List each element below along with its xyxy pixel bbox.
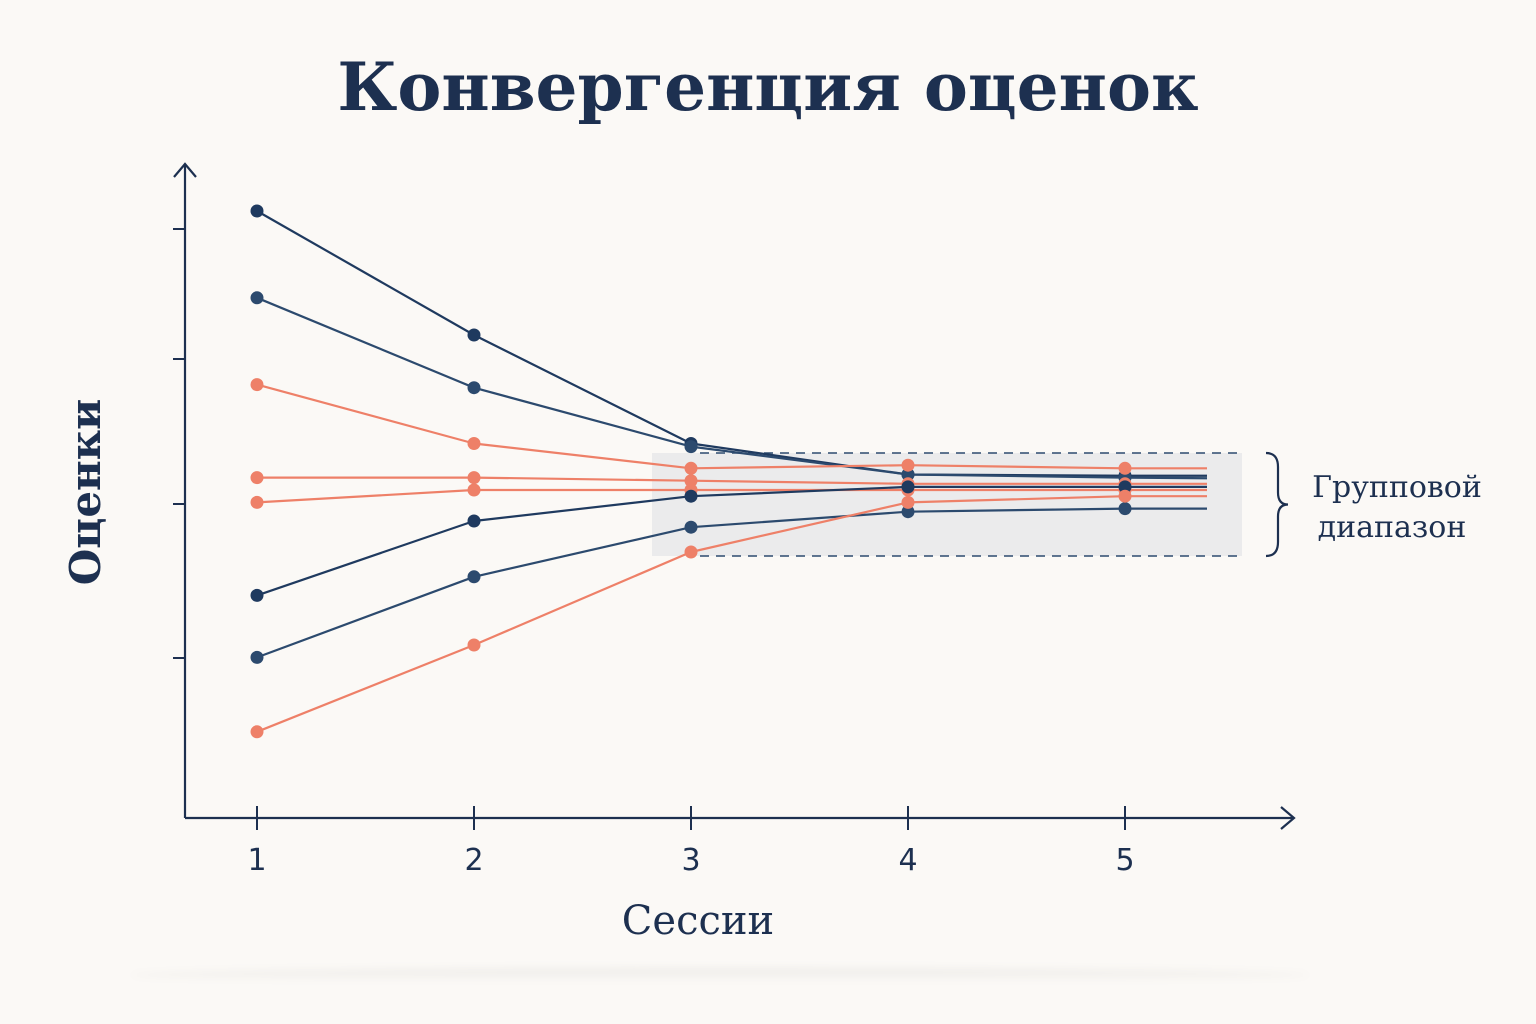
series-8-point-4: [901, 495, 915, 509]
series-4-point-1: [250, 495, 264, 509]
series-3-point-2: [467, 437, 481, 450]
series-line-5: [257, 476, 1207, 485]
series-6-point-3: [684, 489, 698, 503]
y-axis-title: Оценки: [61, 399, 110, 586]
series-4-point-2: [467, 483, 481, 497]
series-line-1: [256, 210, 1207, 477]
series-5-point-2: [467, 471, 481, 485]
page-shadow: [130, 968, 1310, 982]
series-6-point-4: [901, 480, 915, 494]
x-axis-arrow: [1280, 806, 1296, 830]
series-2-point-1: [250, 291, 264, 305]
band-brace: [1265, 451, 1289, 558]
series-5-point-1: [250, 471, 264, 485]
series-line-8: [256, 495, 1207, 733]
y-axis-arrow: [173, 162, 197, 178]
series-3-point-3: [684, 461, 698, 475]
x-axis-title: Сессии: [622, 898, 774, 944]
series-3-point-5: [1118, 461, 1132, 475]
series-1-point-2: [467, 328, 481, 342]
series-5-point-3: [684, 474, 698, 488]
series-7-point-2: [467, 570, 481, 584]
series-3-point-1: [250, 378, 264, 392]
x-tick-label-1: 1: [247, 843, 266, 878]
x-tick-label-5: 5: [1115, 843, 1134, 878]
series-line-3: [256, 383, 1207, 470]
series-8-point-5: [1118, 489, 1132, 503]
band-label-line1: Групповой: [1312, 470, 1482, 505]
series-line-6: [256, 485, 1207, 597]
series-6-point-2: [467, 514, 481, 528]
series-1-point-1: [250, 204, 264, 218]
series-6-point-1: [250, 588, 264, 602]
series-3-point-4: [901, 458, 915, 472]
x-tick-label-3: 3: [681, 843, 700, 878]
series-8-point-1: [250, 725, 264, 739]
series-7-point-4: [901, 505, 915, 519]
band-label-line2: диапазон: [1318, 510, 1467, 545]
series-7-point-1: [250, 650, 264, 664]
series-2-point-2: [467, 381, 481, 395]
series-6-point-5: [1118, 480, 1132, 494]
series-7-point-3: [684, 520, 698, 534]
series-8-point-2: [467, 638, 481, 652]
series-8-point-3: [684, 545, 698, 559]
series-2-point-3: [684, 440, 698, 454]
series-2-point-4: [901, 468, 915, 481]
series-line-2: [256, 296, 1208, 480]
chart-title: Конвергенция оценок: [337, 48, 1199, 126]
x-tick-label-2: 2: [464, 843, 483, 878]
x-tick-label-4: 4: [898, 843, 917, 878]
series-line-4: [256, 488, 1207, 504]
series-line-7: [256, 507, 1207, 659]
series-7-point-5: [1118, 502, 1132, 516]
